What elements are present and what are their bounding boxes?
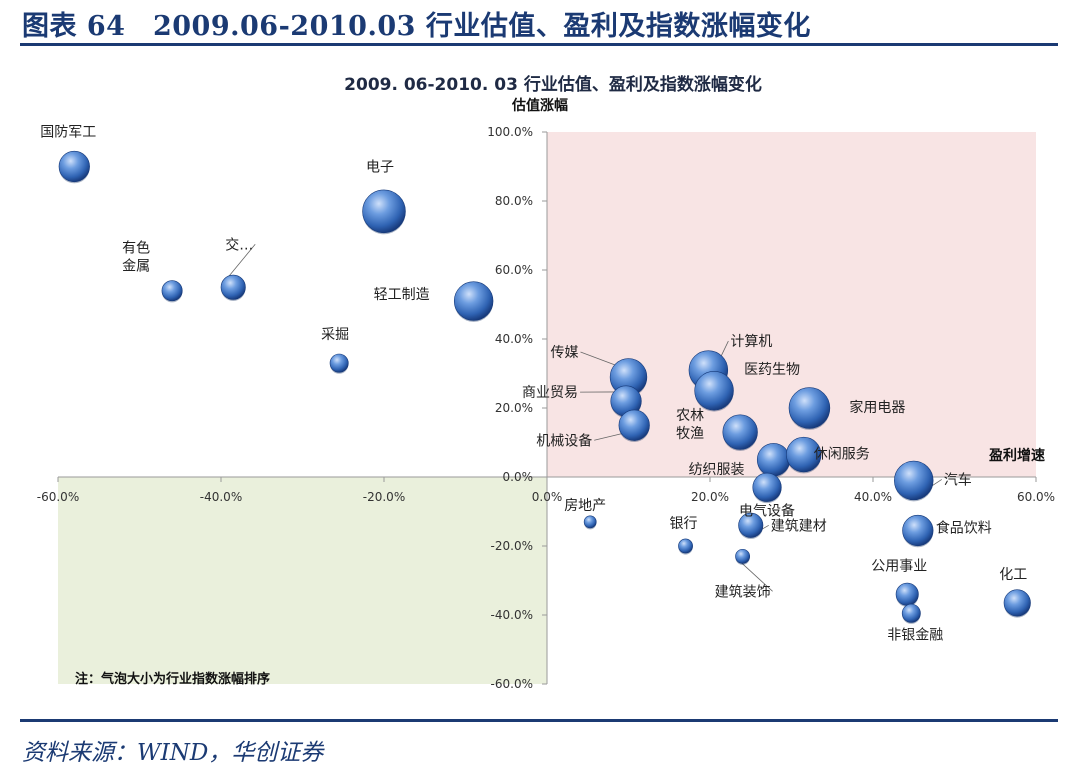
bubble [895, 582, 919, 606]
bubble [1003, 589, 1031, 617]
chart-note: 注：气泡大小为行业指数涨幅排序 [75, 671, 270, 687]
bubble [722, 414, 758, 450]
y-tick-label: 0.0% [503, 470, 534, 484]
bubble-label: 国防军工 [40, 125, 96, 141]
bubble-label: 有色金属 [122, 240, 150, 275]
bubble [894, 460, 934, 501]
bubble-label: 电子 [366, 159, 394, 175]
bubble-label: 化工 [999, 567, 1027, 583]
y-tick-label: -60.0% [491, 677, 533, 691]
bubble [756, 443, 791, 477]
bubble [58, 150, 90, 183]
x-tick-label: -40.0% [200, 490, 242, 504]
leader-line [738, 559, 773, 592]
x-tick-label: 60.0% [1017, 490, 1055, 504]
bubble [694, 371, 734, 411]
y-tick-label: 80.0% [495, 194, 533, 208]
bubble [901, 603, 921, 623]
bubble-label: 汽车 [944, 471, 972, 488]
bubble-label: 房地产 [564, 498, 606, 514]
bubble-label: 医药生物 [744, 362, 800, 378]
bubbles [58, 150, 1031, 624]
bubble-label: 公用事业 [871, 558, 927, 574]
x-tick-label: -60.0% [37, 490, 79, 504]
bubble-label: 电气设备 [739, 502, 795, 519]
x-tick-label: 40.0% [854, 490, 892, 504]
bubble-label: 传媒 [551, 345, 579, 361]
bubble-label: 银行 [670, 516, 698, 532]
x-tick-label: 0.0% [532, 490, 563, 504]
top-rule [20, 43, 1058, 46]
x-tick-label: -20.0% [363, 490, 405, 504]
bubble [618, 409, 650, 441]
figure-caption: 图表 64 2009.06-2010.03 行业估值、盈利及指数涨幅变化 [22, 11, 811, 42]
bubble-label: 家用电器 [849, 399, 905, 416]
bubble [161, 280, 183, 302]
bubble [453, 281, 494, 321]
x-axis-label: 盈利增速 [988, 447, 1045, 464]
x-axis-ticks: -60.0% -40.0% -20.0% 0.0% 20.0% 40.0% 60.0% [37, 477, 1055, 504]
bubble [220, 274, 246, 300]
bubble [362, 189, 406, 234]
bubble [329, 353, 349, 373]
bubble-label: 轻工制造 [374, 287, 430, 303]
bubble-label: 建筑装饰 [715, 584, 771, 600]
leader-line [580, 351, 618, 367]
y-tick-label: 40.0% [495, 332, 533, 346]
bubble [902, 514, 934, 547]
bubble [738, 512, 764, 538]
y-axis-ticks: 100.0% 80.0% 60.0% 40.0% 20.0% 0.0% -20.0% -40.… [487, 125, 547, 691]
bubble-label: 建筑建材 [771, 518, 827, 534]
bubble-label: 交… [225, 236, 253, 253]
x-tick-label: 20.0% [691, 490, 729, 504]
bubble-label: 计算机 [730, 334, 772, 350]
bottom-rule [20, 719, 1058, 722]
bubble-label: 休闲服务 [814, 447, 870, 463]
y-tick-label: -20.0% [491, 539, 533, 553]
bubble-label: 非银金融 [887, 627, 943, 643]
bubble [678, 538, 693, 554]
bubble [752, 472, 782, 502]
leader-line [594, 432, 626, 441]
quadrant-lower-left [58, 477, 547, 684]
bubble-label: 纺织服装 [689, 462, 745, 478]
y-tick-label: 60.0% [495, 263, 533, 277]
y-axis-label: 估值涨幅 [511, 97, 568, 114]
bubble-label: 商业贸易 [522, 385, 578, 401]
bubble [735, 548, 750, 564]
y-tick-label: 100.0% [487, 125, 533, 139]
leader-line [225, 243, 256, 281]
bubble-label: 食品饮料 [936, 519, 992, 536]
bubble-label: 采掘 [321, 327, 349, 343]
y-tick-label: 20.0% [495, 401, 533, 415]
bubble [786, 436, 822, 473]
bubble-label: 农林牧渔 [676, 408, 704, 442]
chart-title: 2009. 06-2010. 03 行业估值、盈利及指数涨幅变化 [344, 74, 762, 95]
bubble [788, 387, 831, 429]
bubble [583, 515, 597, 529]
label-leader-lines [225, 243, 942, 592]
bubble-label: 机械设备 [536, 432, 592, 449]
source-note: 资料来源：WIND，华创证券 [22, 740, 324, 766]
y-tick-label: -40.0% [491, 608, 533, 622]
